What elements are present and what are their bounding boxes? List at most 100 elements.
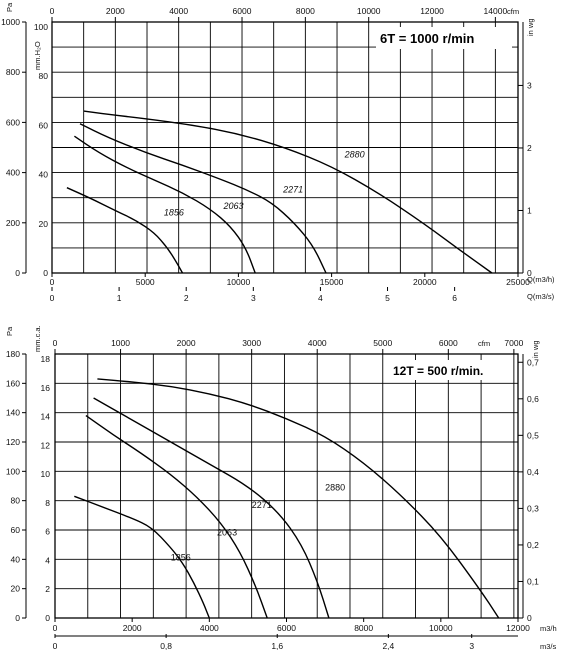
bottom-x-tick-label: 8000 [354, 623, 373, 633]
bottom-pa-tick-label: 40 [11, 554, 21, 564]
bottom-pa-tick-label: 160 [6, 378, 20, 388]
bottom-curve-2880 [97, 378, 500, 619]
bottom-title: 12T = 500 r/min. [393, 364, 483, 378]
bottom-x-tick-label: 2000 [123, 623, 142, 633]
bottom-inwg-unit: in wg [531, 340, 540, 358]
top-x2-tick-label: 4 [318, 293, 323, 303]
top-curve-1856 [66, 187, 184, 274]
bottom-x-tick-label: 6000 [277, 623, 296, 633]
top-mm-unit: mm.H₂O [33, 41, 42, 70]
bottom-cfm-unit: cfm [478, 339, 490, 348]
bottom-cfm-tick-label: 4000 [308, 338, 327, 348]
top-cfm-tick-label: 0 [50, 6, 55, 16]
bottom-pa-tick-label: 0 [15, 613, 20, 623]
top-q-m3h-unit: Q(m3/h) [527, 275, 555, 284]
top-mm-tick-label: 80 [39, 71, 49, 81]
top-inwg-unit: in wg [526, 18, 535, 36]
top-pa-tick-label: 400 [6, 168, 20, 178]
bottom-inwg-tick-label: 0,5 [527, 430, 539, 440]
top-x-tick-label: 5000 [136, 277, 155, 287]
bottom-mm-tick-label: 4 [45, 555, 50, 565]
top-curve-2271 [79, 123, 327, 274]
top-mm-tick-label: 40 [39, 170, 49, 180]
bottom-cfm-tick-label: 3000 [242, 338, 261, 348]
bottom-pa-tick-label: 100 [6, 466, 20, 476]
bottom-pa-tick-label: 60 [11, 525, 21, 535]
bottom-x-tick-label: 12000 [506, 623, 530, 633]
bottom-pa-tick-label: 20 [11, 584, 21, 594]
top-x-tick-label: 0 [50, 277, 55, 287]
top-mm-tick-label: 0 [43, 268, 48, 278]
top-pa-unit: Pa [5, 2, 14, 12]
bottom-curve-1856 [74, 495, 210, 619]
bottom-mm-tick-label: 16 [41, 383, 51, 393]
bottom-cfm-tick-label: 2000 [177, 338, 196, 348]
bottom-curve-2271 [93, 397, 330, 619]
bottom-mm-tick-label: 18 [41, 354, 51, 364]
top-curve-label-2063: 2063 [222, 201, 243, 211]
top-x2-tick-label: 5 [385, 293, 390, 303]
top-inwg-tick-label: 0 [527, 268, 532, 278]
top-inwg-tick-label: 2 [527, 143, 532, 153]
top-x-tick-label: 25000 [506, 277, 530, 287]
bottom-inwg-tick-label: 0,6 [527, 394, 539, 404]
bottom-mm-unit: mm.c.a. [33, 325, 42, 352]
bottom-mm-tick-label: 8 [45, 498, 50, 508]
bottom-cfm-tick-label: 6000 [439, 338, 458, 348]
bottom-curve-label-2271: 2271 [252, 500, 272, 510]
bottom-x2-tick-label: 3 [469, 641, 474, 651]
top-mm-tick-label: 100 [34, 22, 48, 32]
top-x2-tick-label: 1 [117, 293, 122, 303]
bottom-inwg-tick-label: 0,7 [527, 357, 539, 367]
bottom-mm-tick-label: 10 [41, 469, 51, 479]
top-cfm-tick-label: 14000 [484, 6, 508, 16]
top-curve-2880 [83, 110, 493, 274]
top-inwg-tick-label: 3 [527, 80, 532, 90]
top-x-tick-label: 15000 [320, 277, 344, 287]
top-x2-tick-label: 3 [251, 293, 256, 303]
top-cfm-tick-label: 6000 [233, 6, 252, 16]
top-x2-tick-label: 0 [50, 293, 55, 303]
bottom-curve-2063 [85, 415, 268, 619]
top-x-tick-label: 10000 [227, 277, 251, 287]
bottom-inwg-tick-label: 0,4 [527, 467, 539, 477]
bottom-mm-tick-label: 0 [45, 613, 50, 623]
bottom-pa-tick-label: 120 [6, 437, 20, 447]
bottom-x2-tick-label: 1,6 [271, 641, 283, 651]
bottom-x-tick-label: 4000 [200, 623, 219, 633]
bottom-mm-tick-label: 12 [41, 440, 51, 450]
top-mm-tick-label: 60 [39, 120, 49, 130]
bottom-pa-tick-label: 180 [6, 349, 20, 359]
bottom-title-box [388, 360, 506, 380]
top-pa-tick-label: 0 [15, 268, 20, 278]
top-x2-tick-label: 2 [184, 293, 189, 303]
top-inwg-tick-label: 1 [527, 205, 532, 215]
top-title: 6T = 1000 r/min [380, 31, 474, 46]
bottom-mm-tick-label: 14 [41, 412, 51, 422]
bottom-curve-label-2063: 2063 [217, 528, 237, 538]
top-pa-tick-label: 1000 [1, 17, 20, 27]
top-mm-tick-label: 20 [39, 219, 49, 229]
top-curve-label-2271: 2271 [282, 185, 303, 195]
bottom-q-m3h-unit: m3/h [540, 624, 557, 633]
top-cfm-unit: cfm [507, 7, 519, 16]
bottom-x-tick-label: 10000 [429, 623, 453, 633]
bottom-x2-tick-label: 0 [53, 641, 58, 651]
bottom-curve-label-1856: 1856 [171, 553, 191, 563]
top-pa-tick-label: 600 [6, 117, 20, 127]
bottom-inwg-tick-label: 0,1 [527, 576, 539, 586]
bottom-pa-tick-label: 140 [6, 408, 20, 418]
top-cfm-tick-label: 10000 [357, 6, 381, 16]
top-q-m3s-unit: Q(m3/s) [527, 292, 555, 301]
top-cfm-tick-label: 12000 [420, 6, 444, 16]
top-cfm-tick-label: 2000 [106, 6, 125, 16]
bottom-pa-unit: Pa [5, 326, 14, 336]
top-x2-tick-label: 6 [452, 293, 457, 303]
top-title-box [376, 27, 512, 49]
bottom-cfm-tick-label: 0 [53, 338, 58, 348]
bottom-inwg-tick-label: 0,2 [527, 540, 539, 550]
bottom-inwg-tick-label: 0 [527, 613, 532, 623]
